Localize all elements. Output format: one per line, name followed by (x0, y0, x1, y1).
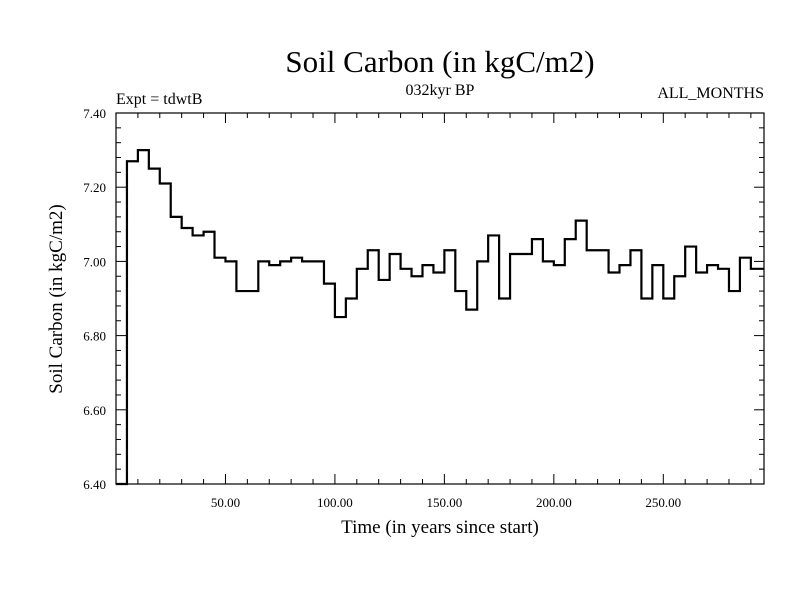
x-tick-label: 50.00 (211, 495, 240, 510)
x-axis-ticks (137, 113, 752, 484)
y-tick-label: 6.80 (83, 329, 106, 344)
soil-carbon-series-line (116, 149, 764, 486)
y-tick-label: 7.00 (83, 254, 106, 269)
x-tick-label: 100.00 (317, 495, 353, 510)
x-tick-label: 200.00 (536, 495, 572, 510)
y-tick-label: 6.40 (83, 477, 106, 492)
x-tick-label: 250.00 (645, 495, 681, 510)
months-label: ALL_MONTHS (657, 85, 764, 102)
x-axis-label: Time (in years since start) (341, 517, 539, 538)
x-tick-label: 150.00 (427, 495, 463, 510)
y-axis-ticks (116, 127, 764, 470)
experiment-label: Expt = tdwtB (116, 91, 202, 108)
y-axis-label: Soil Carbon (in kgC/m2) (46, 204, 67, 393)
y-tick-label: 7.40 (83, 106, 106, 121)
x-axis-tick-labels: 50.00 100.00 150.00 200.00 250.00 (211, 495, 681, 510)
chart-subtitle: 032kyr BP (406, 82, 475, 99)
y-tick-label: 7.20 (83, 180, 106, 195)
plot-area-frame (115, 112, 765, 485)
y-axis-tick-labels: 6.40 6.60 6.80 7.00 7.20 7.40 (83, 106, 106, 492)
y-tick-label: 6.60 (83, 403, 106, 418)
chart-title: Soil Carbon (in kgC/m2) (285, 44, 594, 79)
